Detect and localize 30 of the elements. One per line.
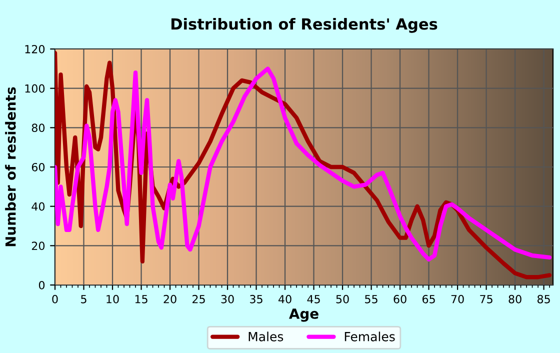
y-tick-label: 80 xyxy=(32,124,45,132)
y-tick-label: 0 xyxy=(38,280,45,290)
x-tick-label: 35 xyxy=(250,294,262,304)
y-tick-label: 100 xyxy=(25,84,45,93)
x-tick-label: 45 xyxy=(307,295,320,304)
x-tick-label: 55 xyxy=(365,295,378,304)
chart-title: Distribution of Residents' Ages xyxy=(171,18,438,33)
y-axis-title: Number of residents xyxy=(5,87,16,246)
x-tick-label: 0 xyxy=(52,294,58,304)
y-tick-label: 40 xyxy=(32,202,45,211)
x-tick-label: 60 xyxy=(394,294,406,304)
x-tick-label: 85 xyxy=(537,294,550,304)
legend-label: Males xyxy=(248,332,284,342)
x-tick-label: 50 xyxy=(336,294,349,304)
x-tick-label: 65 xyxy=(422,294,435,304)
x-axis-title: Age xyxy=(289,308,318,322)
x-tick-label: 40 xyxy=(278,294,292,304)
y-tick-label: 120 xyxy=(25,44,45,54)
x-tick-label: 30 xyxy=(221,294,234,304)
x-tick-label: 80 xyxy=(508,294,522,304)
x-tick-label: 10 xyxy=(106,294,119,304)
x-tick-label: 5 xyxy=(81,295,86,304)
legend-label: Females xyxy=(344,332,395,342)
x-tick-label: 70 xyxy=(451,294,464,304)
x-tick-label: 25 xyxy=(192,294,205,304)
x-tick-label: 75 xyxy=(480,295,492,304)
x-tick-label: 15 xyxy=(135,295,148,304)
x-tick-label: 20 xyxy=(164,294,176,304)
y-tick-label: 60 xyxy=(32,162,45,172)
y-tick-label: 20 xyxy=(32,242,45,250)
